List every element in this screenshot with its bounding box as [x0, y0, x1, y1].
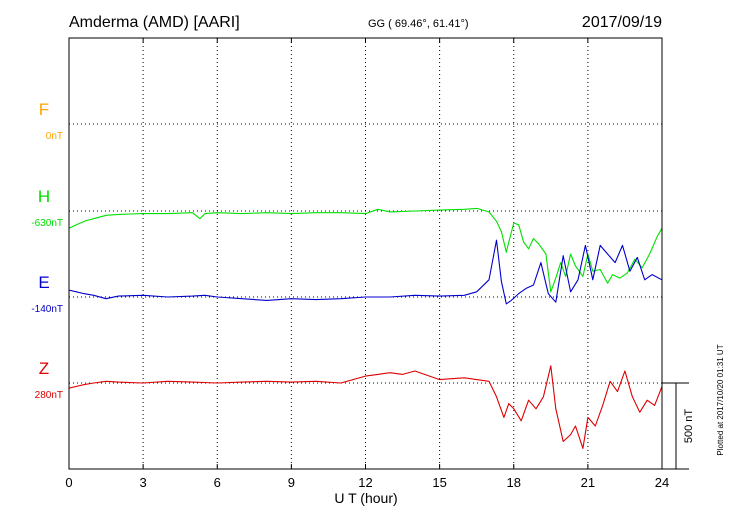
series-line-E [68, 239, 663, 305]
station-coordinates: GG ( 69.46°, 61.41°) [368, 18, 469, 30]
baseline-label-E: -140nT [31, 304, 63, 315]
series-line-H [68, 207, 663, 293]
x-axis-label: U T (hour) [334, 490, 397, 506]
component-label-Z: Z [39, 359, 49, 378]
plot-frame [68, 37, 663, 470]
x-tick-label-9: 9 [288, 475, 295, 490]
x-axis: 0 3 6 9 12 15 18 21 24 [65, 38, 669, 490]
data-series [68, 207, 663, 449]
plot-date: 2017/09/19 [582, 14, 662, 31]
x-tick-label-3: 3 [140, 475, 147, 490]
x-tick-label-24: 24 [655, 475, 669, 490]
x-tick-label-21: 21 [581, 475, 595, 490]
x-tick-label-12: 12 [358, 475, 372, 490]
x-tick-label-0: 0 [65, 475, 72, 490]
component-label-F: F [39, 100, 49, 119]
station-title: Amderma (AMD) [AARI] [69, 14, 240, 31]
baseline-label-F: 0nT [46, 131, 63, 142]
scale-bar-label: 500 nT [683, 409, 695, 444]
series-line-Z [68, 365, 663, 449]
component-label-H: H [38, 187, 50, 206]
baseline-label-H: -630nT [31, 218, 63, 229]
component-label-E: E [38, 273, 49, 292]
x-tick-label-18: 18 [507, 475, 521, 490]
scale-bar: 500 nT [662, 382, 695, 470]
component-labels: F 0nT H -630nT E -140nT Z 280nT [31, 100, 63, 401]
grid-lines [69, 38, 662, 469]
plotted-timestamp: Plotted at 2017/10/20 01:31 UT [716, 344, 725, 455]
x-tick-label-6: 6 [214, 475, 221, 490]
baseline-label-Z: 280nT [35, 390, 63, 401]
x-tick-label-15: 15 [432, 475, 446, 490]
